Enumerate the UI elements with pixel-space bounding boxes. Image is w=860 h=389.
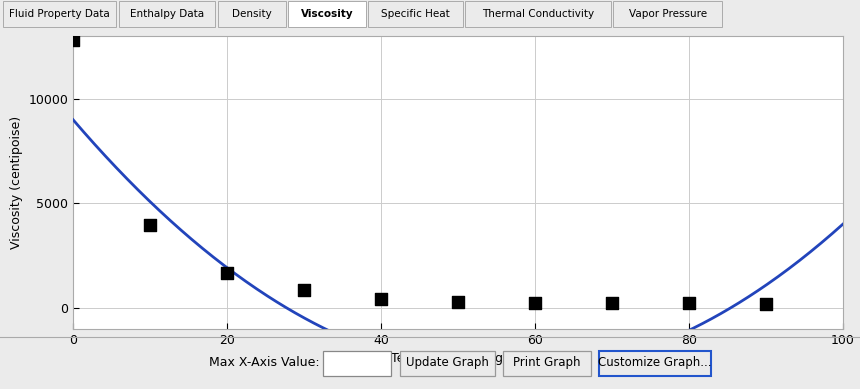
Text: Fluid Property Data: Fluid Property Data (9, 9, 110, 19)
FancyBboxPatch shape (218, 0, 286, 27)
Point (374, 296, 388, 303)
Point (682, 300, 696, 306)
FancyBboxPatch shape (3, 0, 116, 27)
Text: Thermal Conductivity: Thermal Conductivity (482, 9, 594, 19)
FancyBboxPatch shape (613, 0, 722, 27)
Text: Update Graph: Update Graph (406, 356, 489, 369)
FancyBboxPatch shape (119, 0, 215, 27)
Point (66, 37, 80, 44)
Point (528, 300, 542, 306)
Text: Max X-Axis Value:: Max X-Axis Value: (209, 356, 320, 369)
FancyBboxPatch shape (599, 350, 711, 376)
FancyBboxPatch shape (368, 0, 463, 27)
Text: Density: Density (231, 9, 272, 19)
Text: Vapor Pressure: Vapor Pressure (629, 9, 707, 19)
FancyBboxPatch shape (323, 350, 391, 376)
FancyBboxPatch shape (503, 350, 591, 376)
Point (298, 287, 311, 293)
FancyBboxPatch shape (288, 0, 366, 27)
Text: Specific Heat: Specific Heat (381, 9, 450, 19)
FancyBboxPatch shape (465, 0, 611, 27)
Point (143, 222, 157, 228)
Text: Enthalpy Data: Enthalpy Data (130, 9, 204, 19)
Y-axis label: Viscosity (centipoise): Viscosity (centipoise) (9, 116, 23, 249)
Text: Customize Graph...: Customize Graph... (599, 356, 712, 369)
Point (759, 301, 772, 307)
Text: Viscosity: Viscosity (300, 9, 353, 19)
FancyBboxPatch shape (400, 350, 495, 376)
Text: Print Graph: Print Graph (513, 356, 580, 369)
Point (451, 299, 464, 305)
Point (605, 300, 619, 307)
Point (220, 270, 234, 277)
X-axis label: Temperature (deg. C): Temperature (deg. C) (391, 352, 525, 365)
